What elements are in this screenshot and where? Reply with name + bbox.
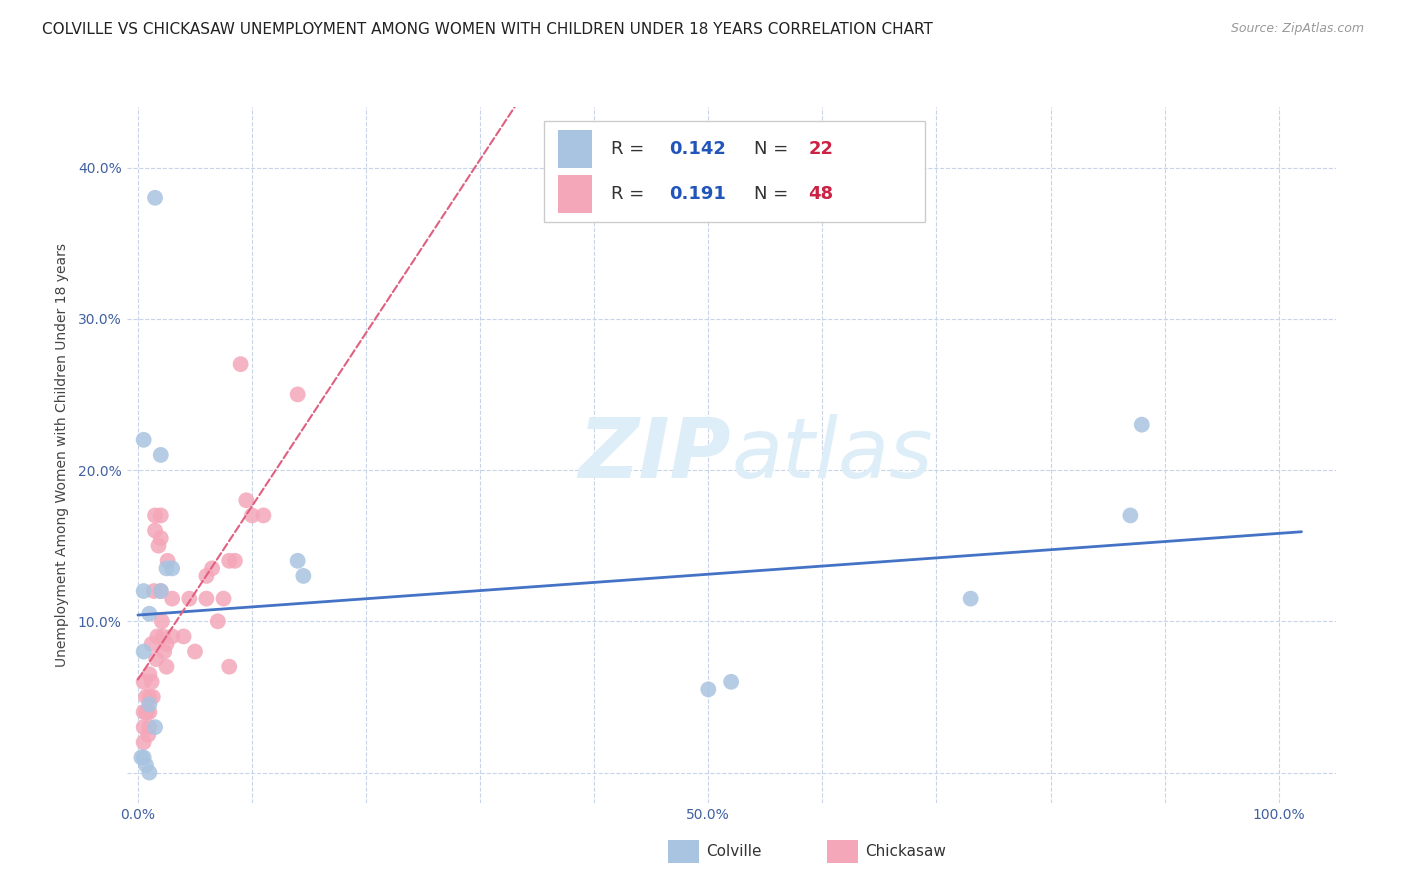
Point [138,720,160,734]
Point [132,644,155,658]
Point [235,493,257,508]
Point [132,584,155,599]
Point [160,591,183,606]
Text: N =: N = [754,140,794,158]
Point [173,629,195,643]
Point [132,720,155,734]
Point [138,705,160,719]
Point [287,554,309,568]
Point [138,765,160,780]
Point [218,659,240,673]
Text: 0.191: 0.191 [669,185,727,202]
Point [179,591,201,606]
Point [148,539,170,553]
Point [141,637,163,651]
Point [156,554,179,568]
Point [218,554,240,568]
Point [132,674,155,689]
Point [138,698,160,712]
Text: atlas: atlas [731,415,932,495]
Point [287,387,309,401]
Point [143,508,166,523]
Point [1119,508,1142,523]
Point [149,584,172,599]
Point [143,524,166,538]
Point [195,569,218,583]
Text: Colville: Colville [706,845,761,859]
Point [131,750,153,764]
Point [132,735,155,749]
Point [138,690,160,704]
Point [160,561,183,575]
Point [155,637,177,651]
Point [149,584,172,599]
Point [155,561,177,575]
Point [146,629,169,643]
Point [1130,417,1153,432]
Point [142,690,165,704]
Point [252,508,274,523]
Point [155,659,177,673]
Point [224,554,246,568]
Text: 48: 48 [808,185,834,202]
Text: ZIP: ZIP [578,415,731,495]
Point [136,728,159,742]
Point [138,607,160,621]
Point [143,191,166,205]
Point [143,720,166,734]
Text: Chickasaw: Chickasaw [865,845,946,859]
Point [138,667,160,681]
Point [240,508,263,523]
Text: 22: 22 [808,140,834,158]
Point [184,644,207,658]
Point [135,705,157,719]
Point [132,705,155,719]
Text: COLVILLE VS CHICKASAW UNEMPLOYMENT AMONG WOMEN WITH CHILDREN UNDER 18 YEARS CORR: COLVILLE VS CHICKASAW UNEMPLOYMENT AMONG… [42,22,934,37]
Point [141,674,163,689]
Point [229,357,252,371]
Point [132,750,155,764]
Text: N =: N = [754,185,794,202]
FancyBboxPatch shape [544,121,925,222]
Point [145,652,167,666]
Point [201,561,224,575]
Text: R =: R = [612,140,651,158]
Text: 0.142: 0.142 [669,140,727,158]
Point [153,644,176,658]
Text: Source: ZipAtlas.com: Source: ZipAtlas.com [1230,22,1364,36]
Point [135,690,157,704]
Point [149,448,172,462]
Bar [558,130,592,169]
Point [149,508,172,523]
Point [212,591,235,606]
Point [959,591,981,606]
Point [149,531,172,545]
Point [132,433,155,447]
Point [136,705,159,719]
Point [195,591,218,606]
Text: R =: R = [612,185,651,202]
Point [160,629,183,643]
Point [135,758,157,772]
Point [142,584,165,599]
Point [292,569,315,583]
Point [697,682,720,697]
Point [720,674,742,689]
Point [152,629,174,643]
Bar [558,175,592,213]
Point [150,615,173,629]
Y-axis label: Unemployment Among Women with Children Under 18 years: Unemployment Among Women with Children U… [55,243,69,667]
Point [207,615,229,629]
